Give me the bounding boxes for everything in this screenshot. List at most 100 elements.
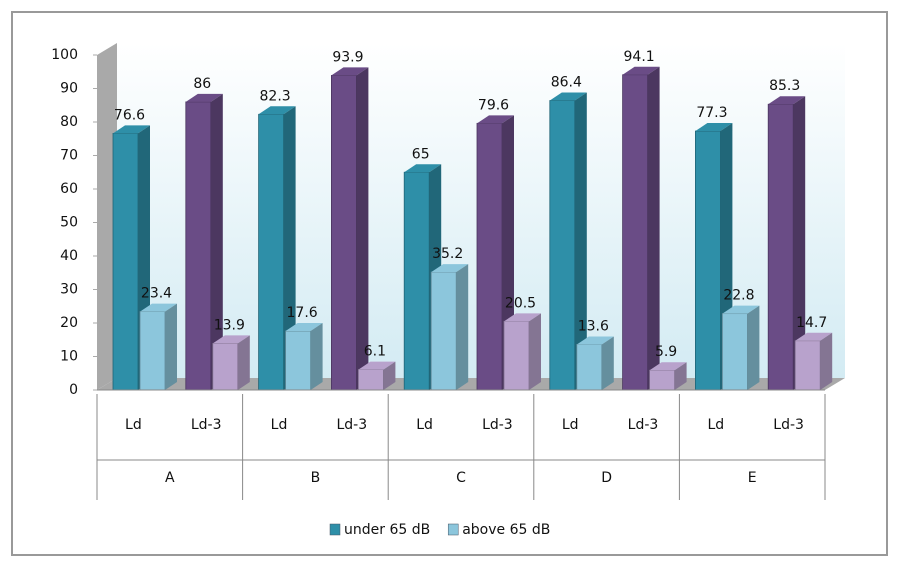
group-label: D	[601, 470, 612, 486]
bar-side	[601, 336, 614, 390]
bar-side	[210, 93, 223, 391]
bar-side	[283, 106, 296, 391]
bar	[549, 100, 576, 391]
bar-top	[404, 164, 442, 173]
group-label: B	[311, 470, 321, 486]
y-tick-label: 80	[60, 114, 78, 130]
bar	[649, 369, 675, 391]
bar	[476, 122, 503, 391]
x-tick-label: Ld-3	[773, 417, 804, 433]
bar-side	[456, 264, 469, 390]
bar	[576, 344, 603, 391]
x-tick-label: Ld-3	[191, 417, 222, 433]
bar-top	[477, 115, 514, 124]
y-tick-label: 50	[60, 215, 78, 231]
value-label: 76.6	[114, 107, 145, 123]
bar-side	[310, 323, 323, 390]
group-label: E	[748, 470, 757, 486]
bar-top	[576, 336, 614, 345]
bar	[330, 75, 357, 391]
value-label: 93.9	[332, 49, 363, 65]
legend-label: above 65 dB	[462, 522, 550, 538]
value-label: 35.2	[432, 246, 463, 262]
bar-top	[768, 96, 806, 105]
group-label: C	[456, 470, 466, 486]
value-label: 5.9	[655, 344, 677, 360]
y-tick-label: 30	[60, 282, 78, 298]
bar	[112, 132, 139, 391]
value-label: 13.6	[578, 318, 609, 334]
bar-side	[165, 303, 177, 390]
bar	[403, 171, 430, 391]
value-label: 6.1	[364, 344, 386, 360]
y-tick-label: 90	[60, 81, 78, 97]
x-tick-label: Ld	[125, 417, 142, 433]
bar	[767, 103, 794, 391]
bar-side	[383, 361, 396, 390]
x-tick-label: Ld	[707, 417, 724, 433]
bar	[212, 343, 239, 391]
value-label: 86.4	[551, 75, 582, 91]
bar	[794, 340, 821, 391]
bar-side	[747, 305, 760, 390]
x-tick-label: Ld-3	[628, 417, 659, 433]
bar-side	[647, 66, 660, 390]
bar-top	[622, 66, 660, 75]
value-label: 77.3	[696, 105, 727, 121]
bar	[622, 74, 648, 391]
y-tick-label: 100	[51, 47, 78, 63]
bar-side	[820, 332, 833, 390]
bar-side	[574, 92, 587, 390]
bar	[695, 130, 721, 391]
bar-top	[695, 123, 733, 132]
value-label: 20.5	[505, 295, 536, 311]
y-tick-label: 10	[60, 349, 78, 365]
bar-top	[140, 303, 177, 312]
value-label: 23.4	[141, 286, 172, 302]
value-label: 94.1	[624, 49, 655, 65]
bar-top	[722, 305, 760, 314]
x-tick-label: Ld-3	[336, 417, 367, 433]
y-tick-label: 70	[60, 148, 78, 164]
value-label: 17.6	[287, 305, 318, 321]
bar-side	[237, 335, 250, 390]
bar-top	[258, 106, 296, 115]
bar-side	[674, 362, 687, 390]
y-tick-label: 20	[60, 315, 78, 331]
x-tick-label: Ld	[562, 417, 579, 433]
side-wall	[97, 43, 117, 390]
value-label: 85.3	[769, 78, 800, 94]
bar	[139, 311, 166, 391]
legend-swatch	[447, 523, 459, 536]
bar	[430, 271, 457, 391]
bar-side	[356, 67, 369, 390]
bar-top	[431, 264, 469, 273]
bar-top	[331, 67, 369, 76]
bar	[503, 320, 530, 391]
bar-top	[358, 361, 396, 370]
legend-swatch	[329, 523, 341, 536]
bar	[357, 369, 384, 391]
x-tick-label: Ld-3	[482, 417, 513, 433]
y-tick-label: 60	[60, 181, 78, 197]
value-label: 22.8	[723, 288, 754, 304]
bar-top	[795, 332, 833, 341]
y-tick-label: 40	[60, 248, 78, 264]
bar-top	[504, 313, 541, 322]
value-label: 65	[412, 146, 430, 162]
bar	[185, 101, 212, 391]
value-label: 13.9	[214, 317, 245, 333]
bar-top	[649, 362, 687, 371]
value-label: 79.6	[478, 97, 509, 113]
value-label: 86	[193, 76, 211, 92]
bar-side	[529, 313, 541, 390]
bar	[285, 330, 312, 391]
x-tick-label: Ld	[416, 417, 433, 433]
y-tick-label: 0	[69, 382, 78, 398]
bar	[258, 113, 285, 391]
legend-label: under 65 dB	[344, 522, 430, 538]
bar-top	[113, 125, 150, 134]
bar-top	[549, 92, 587, 101]
x-tick-label: Ld	[271, 417, 288, 433]
